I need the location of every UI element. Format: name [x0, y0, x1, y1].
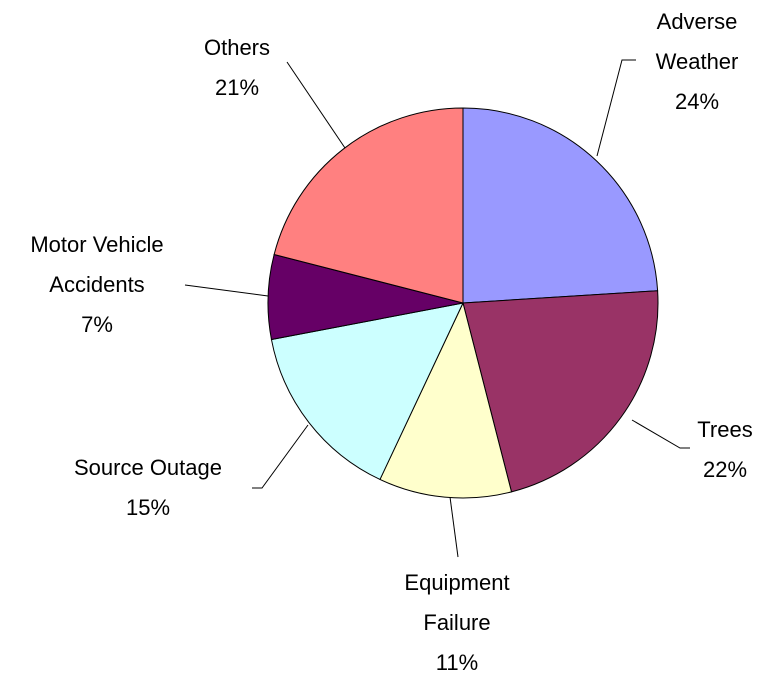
leader-line [252, 424, 309, 489]
pie-slice [462, 107, 659, 304]
category-label: Trees [697, 417, 753, 442]
slice-label: Equipment Failure 11% [387, 563, 527, 683]
value-label: 21% [214, 75, 260, 100]
slice-label: Adverse Weather 24% [642, 2, 752, 122]
value-label: 11% [435, 650, 479, 675]
slice-label: Source Outage 15% [33, 448, 263, 528]
value-label: 24% [674, 89, 720, 114]
category-label: Equipment Failure [404, 570, 510, 635]
slice-label: Others 21% [177, 28, 297, 108]
leader-lines [184, 59, 690, 558]
leader-line [596, 59, 636, 157]
leader-line [631, 419, 690, 449]
leader-line [449, 496, 459, 558]
category-label: Motor Vehicle Accidents [30, 232, 164, 297]
slices [267, 107, 659, 499]
slice-label: Trees 22% [670, 410, 766, 490]
pie-slice [273, 107, 464, 304]
value-label: 22% [702, 457, 748, 482]
leader-line [184, 284, 269, 297]
value-label: 7% [81, 312, 113, 337]
pie-slice [270, 302, 464, 481]
value-label: 15% [125, 495, 171, 520]
pie-slice [379, 301, 513, 499]
pie-slice [462, 290, 659, 493]
category-label: Adverse Weather [655, 9, 739, 74]
category-label: Others [203, 35, 271, 60]
category-label: Source Outage [74, 455, 222, 480]
leader-line [286, 61, 346, 149]
slice-label: Motor Vehicle Accidents 7% [7, 225, 187, 345]
